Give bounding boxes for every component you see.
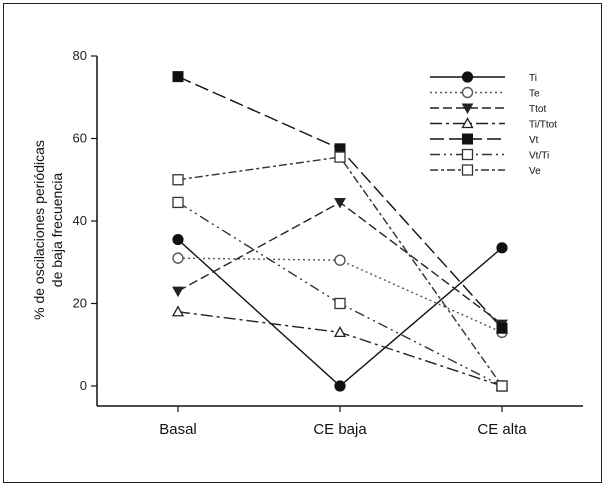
data-point-ve [172,174,184,186]
data-point-vt [496,322,508,334]
x-tick-label: CE alta [477,421,527,438]
y-axis-label-line-2: de baja frecuencia [49,173,65,288]
legend-swatch-marker [461,164,474,176]
figure-frame [3,3,602,483]
series-layer [171,71,509,392]
series-vt [172,71,508,334]
legend-item-te: Te [430,86,540,100]
data-point-ttot [172,286,184,298]
legend-label: Ve [529,166,541,177]
chart-axes: 0 20 40 60 80 Basal CE baja CE alta [73,48,583,438]
data-point-ti-ttot [333,326,347,338]
legend-label: Te [529,89,540,100]
legend-item-vt: Vt [430,133,539,146]
legend-item-ve: Ve [430,164,541,177]
data-point-ti [334,380,346,392]
y-tick-label: 20 [73,296,87,311]
series-line-ti-ttot [177,311,503,387]
series-te [172,252,508,339]
legend-swatch-marker [461,86,474,99]
legend-swatch-marker [461,71,474,83]
y-tick-label: 0 [80,378,87,393]
legend-swatch-marker [461,148,474,161]
series-line-te [177,257,503,334]
y-tick-label: 80 [73,48,87,63]
chart-legend: Ti Te Ttot Ti/Ttot Vt Vt/Ti Ve [430,71,557,177]
data-point-ve [334,151,346,163]
series-line-ve [177,156,503,387]
x-tick-label: Basal [159,421,197,438]
data-point-vt-ti [334,297,346,310]
data-point-vt-ti [172,196,184,209]
series-vt-ti [172,196,508,392]
series-ti [172,233,508,392]
legend-swatch-marker [461,117,474,129]
data-point-ti-ttot [171,305,185,317]
series-ve [172,151,508,392]
legend-item-vt-ti: Vt/Ti [430,148,549,162]
legend-label: Ttot [529,104,546,115]
data-point-ve [496,380,508,392]
series-ti-ttot [171,305,509,391]
legend-label: Ti [529,73,537,84]
data-point-vt [172,71,184,83]
legend-item-ttot: Ttot [430,103,546,115]
legend-label: Vt [529,135,539,146]
legend-item-ti-ttot: Ti/Ttot [430,117,557,131]
data-point-te [172,252,184,264]
data-point-ti [496,242,508,254]
legend-label: Ti/Ttot [529,120,557,131]
legend-swatch-marker [461,103,474,115]
legend-swatch-marker [462,133,473,145]
data-point-ti [172,233,184,246]
data-point-te [334,254,346,266]
x-tick-label: CE baja [313,421,367,438]
legend-label: Vt/Ti [529,151,549,162]
y-axis-label-line-1: % de oscilaciones periódicas [31,140,47,320]
data-point-ttot [334,197,346,209]
legend-item-ti: Ti [430,71,537,84]
series-line-vt-ti [177,201,503,387]
y-tick-label: 40 [73,213,87,228]
y-tick-label: 60 [73,131,87,146]
